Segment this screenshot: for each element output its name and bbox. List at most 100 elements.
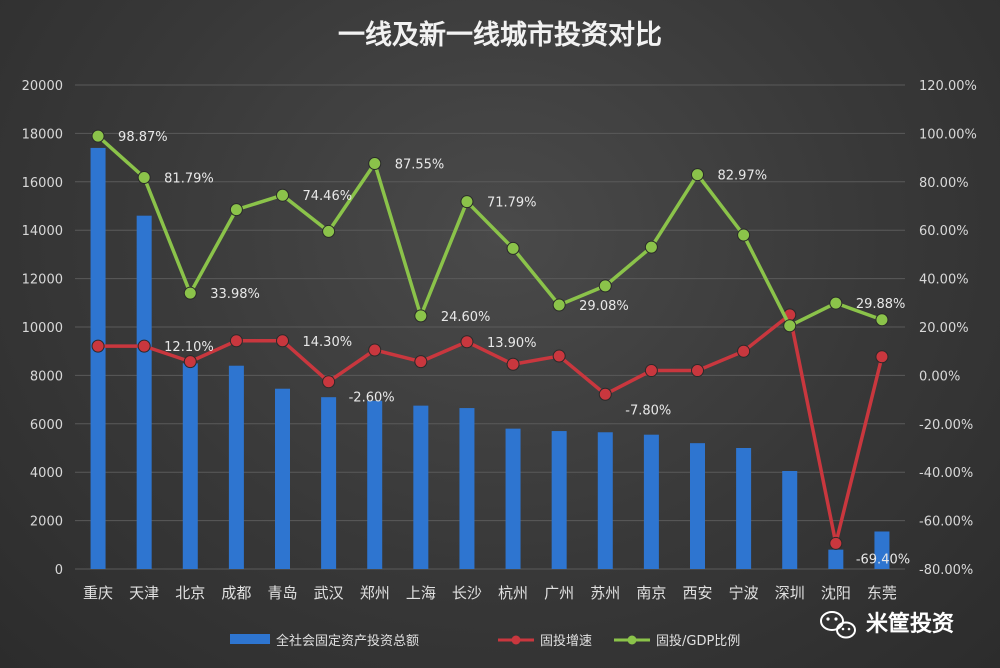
legend-label: 固投增速 xyxy=(540,633,592,649)
category-label: 西安 xyxy=(682,584,712,602)
category-label: 上海 xyxy=(406,584,436,602)
series-point xyxy=(414,309,428,323)
left-tick-label: 2000 xyxy=(30,515,63,530)
category-label: 苏州 xyxy=(590,584,620,602)
data-label: 29.88% xyxy=(856,297,906,312)
right-tick-label: 60.00% xyxy=(919,224,969,239)
series-point xyxy=(598,387,612,401)
series-point xyxy=(552,349,566,363)
data-label: -7.80% xyxy=(625,403,671,418)
data-label: 13.90% xyxy=(487,336,537,351)
series-point xyxy=(368,157,382,171)
data-labels: 98.87% 81.79% 33.98% 74.46% 87.55% 24.60% 71.7… xyxy=(118,130,910,567)
legend-label: 固投/GDP比例 xyxy=(656,633,740,649)
right-tick-label: -20.00% xyxy=(919,418,973,433)
series-point xyxy=(368,343,382,357)
category-label: 宁波 xyxy=(729,584,759,602)
right-tick-label: 120.00% xyxy=(919,79,977,94)
category-label: 郑州 xyxy=(360,584,390,602)
left-tick-label: 16000 xyxy=(22,176,63,191)
series-point xyxy=(737,344,751,358)
data-label: 74.46% xyxy=(303,189,353,204)
series-point xyxy=(322,375,336,389)
right-tick-label: -80.00% xyxy=(919,563,973,578)
bar xyxy=(367,400,383,569)
series-point xyxy=(229,334,243,348)
series-point xyxy=(552,298,566,312)
series-point xyxy=(506,241,520,255)
series-point xyxy=(276,334,289,348)
bar xyxy=(459,408,475,569)
series-point xyxy=(875,313,889,327)
category-label: 杭州 xyxy=(498,584,528,602)
right-tick-label: 80.00% xyxy=(919,176,969,191)
right-tick-label: -40.00% xyxy=(919,466,973,481)
series-line xyxy=(98,313,884,546)
watermark: 米筐投资 xyxy=(820,611,954,639)
category-label: 广州 xyxy=(544,584,574,602)
series-point xyxy=(737,228,751,242)
data-label: 82.97% xyxy=(718,169,768,184)
left-tick-label: 4000 xyxy=(30,466,63,481)
series-point xyxy=(183,286,197,300)
bar xyxy=(505,428,521,569)
bar xyxy=(828,549,844,569)
series-point xyxy=(137,339,151,353)
bar xyxy=(597,432,613,569)
bar xyxy=(551,431,567,569)
series-line xyxy=(96,134,883,328)
series-point xyxy=(460,195,474,209)
left-tick-label: 10000 xyxy=(22,321,63,336)
data-label: 29.08% xyxy=(579,299,629,314)
bar xyxy=(643,434,659,569)
data-label: -69.40% xyxy=(856,552,910,567)
bar xyxy=(874,531,890,569)
series-point xyxy=(506,357,520,371)
series-point xyxy=(875,350,889,364)
category-label: 成都 xyxy=(221,584,251,602)
data-label: 12.10% xyxy=(164,340,214,355)
left-tick-label: 6000 xyxy=(30,418,63,433)
series-point xyxy=(644,364,658,378)
left-axis: 0 2000 4000 6000 8000 10000 12000 14000 16000 180… xyxy=(22,79,63,578)
data-label: -2.60% xyxy=(349,391,395,406)
right-tick-label: 100.00% xyxy=(919,127,977,142)
series-point xyxy=(829,296,843,310)
left-tick-label: 12000 xyxy=(22,273,63,288)
bar xyxy=(690,443,705,569)
data-label: 81.79% xyxy=(164,171,214,186)
series-point xyxy=(91,339,105,353)
right-tick-label: 0.00% xyxy=(919,369,960,384)
category-label: 北京 xyxy=(175,584,205,602)
data-label: 71.79% xyxy=(487,196,537,211)
category-label: 武汉 xyxy=(314,584,344,602)
category-label: 南京 xyxy=(636,584,666,602)
data-label: 87.55% xyxy=(395,158,445,173)
series-point xyxy=(829,536,843,550)
bar xyxy=(136,215,152,569)
bar xyxy=(782,470,798,569)
right-tick-label: 40.00% xyxy=(919,273,969,288)
right-tick-label: 20.00% xyxy=(919,321,969,336)
watermark-text: 米筐投资 xyxy=(866,611,954,637)
legend-marker xyxy=(627,635,637,645)
category-label: 长沙 xyxy=(452,584,482,602)
left-tick-label: 8000 xyxy=(30,369,63,384)
bar xyxy=(182,363,198,569)
bar xyxy=(275,388,290,569)
category-label: 东莞 xyxy=(867,584,897,602)
data-label: 98.87% xyxy=(118,130,168,145)
series-point xyxy=(137,170,151,184)
data-label: 33.98% xyxy=(210,287,260,302)
series-point xyxy=(598,279,612,293)
series-point xyxy=(183,355,197,369)
chart-title: 一线及新一线城市投资对比 xyxy=(338,19,662,51)
series-point xyxy=(644,240,658,254)
category-label: 青岛 xyxy=(267,584,297,602)
legend-label: 全社会固定资产投资总额 xyxy=(276,633,419,649)
data-label: 24.60% xyxy=(441,310,491,325)
series-point xyxy=(460,335,474,349)
data-label: 14.30% xyxy=(303,335,353,350)
category-label: 重庆 xyxy=(83,584,113,602)
